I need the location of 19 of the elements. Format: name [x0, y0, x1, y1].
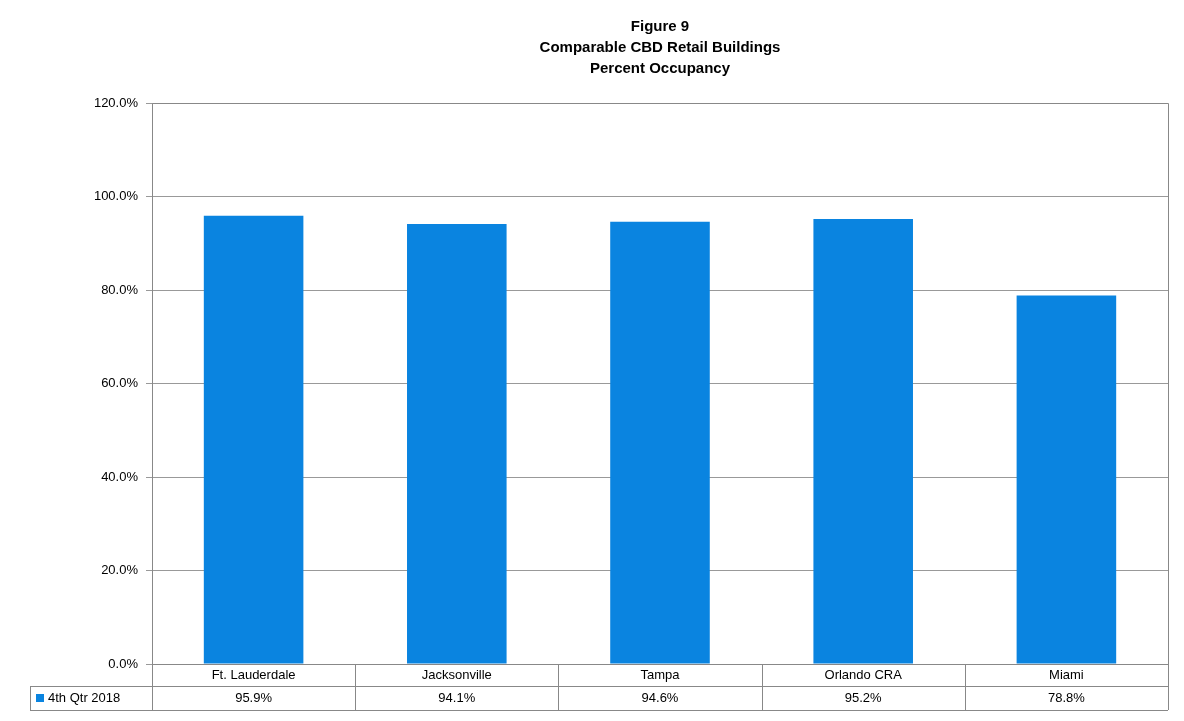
- x-tick-label: Jacksonville: [421, 666, 492, 682]
- y-tick-label: 80.0%: [101, 281, 139, 297]
- y-tick-label: 120.0%: [93, 94, 139, 110]
- y-tick-label: 20.0%: [101, 562, 139, 578]
- y-tick-label: 0.0%: [108, 655, 139, 671]
- chart-title: Figure 9 Comparable CBD Retail Buildings Percent Occupancy: [539, 17, 781, 76]
- y-tick-label: 60.0%: [101, 375, 139, 391]
- legend-label: 4th Qtr 2018: [48, 689, 121, 705]
- x-tick-label: Miami: [1049, 666, 1084, 682]
- data-label: 95.2%: [844, 689, 883, 705]
- y-tick-label: 40.0%: [101, 468, 139, 484]
- x-tick-label: Tampa: [640, 666, 681, 682]
- data-label: 78.8%: [1047, 689, 1086, 705]
- x-tick-label: Ft. Lauderdale: [211, 666, 296, 682]
- x-tick-label: Orlando CRA: [824, 666, 903, 682]
- y-tick-label: 100.0%: [93, 188, 139, 204]
- data-label: 95.9%: [235, 689, 273, 705]
- data-label: 94.6%: [641, 689, 679, 705]
- data-label: 94.1%: [438, 689, 476, 705]
